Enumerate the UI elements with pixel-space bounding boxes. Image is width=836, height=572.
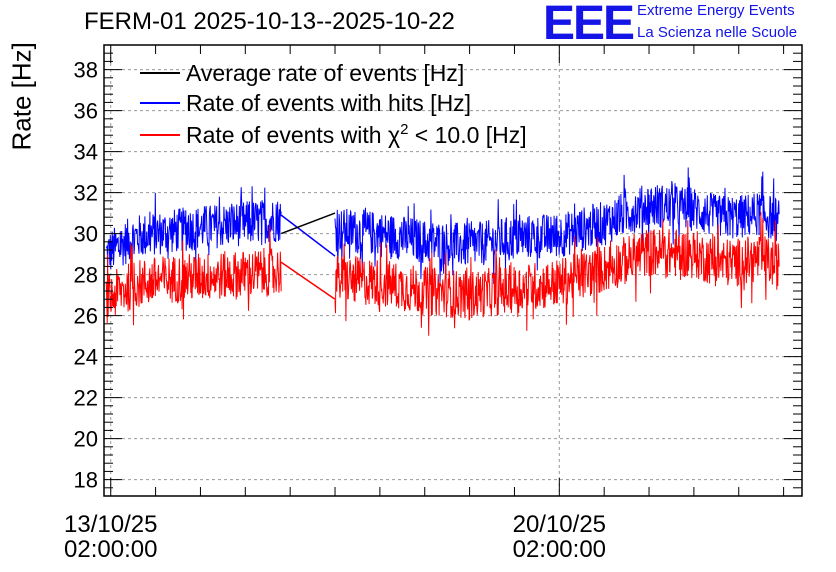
series-chi2-gap-line	[280, 261, 336, 300]
y-tick-label: 36	[74, 99, 98, 124]
x-tick-label-date: 20/10/25	[513, 511, 606, 538]
x-tick-label-date: 13/10/25	[64, 511, 157, 538]
legend-entry: Rate of events with hits [Hz]	[186, 90, 471, 116]
y-tick-label: 28	[74, 263, 98, 288]
y-tick-label: 20	[74, 427, 98, 452]
series-hits-gap-line	[280, 214, 336, 257]
chart-title: FERM-01 2025-10-13--2025-10-22	[84, 8, 455, 35]
eee-logo: EEE	[543, 0, 635, 50]
series-hits-line	[105, 167, 780, 285]
y-tick-label: 34	[74, 140, 98, 165]
plot-frame	[103, 44, 803, 497]
y-tick-label: 22	[74, 386, 98, 411]
logo-caption-line1: Extreme Energy Events	[637, 2, 795, 19]
x-tick-label-time: 02:00:00	[64, 536, 157, 563]
y-axis-label: Rate [Hz]	[6, 42, 37, 151]
logo-caption-line2: La Scienza nelle Scuole	[637, 24, 798, 41]
legend-entry: Average rate of events [Hz]	[186, 60, 464, 86]
y-tick-label: 18	[74, 468, 98, 493]
y-tick-label: 32	[74, 181, 98, 206]
legend-entry: Rate of events with χ2 < 10.0 [Hz]	[186, 121, 527, 148]
x-tick-label-time: 02:00:00	[513, 536, 606, 563]
y-tick-label: 38	[74, 58, 98, 83]
y-tick-label: 24	[74, 345, 98, 370]
y-tick-label: 30	[74, 222, 98, 247]
y-tick-label: 26	[74, 304, 98, 329]
series-chi2-line	[105, 211, 780, 336]
series-average-line	[280, 212, 336, 235]
